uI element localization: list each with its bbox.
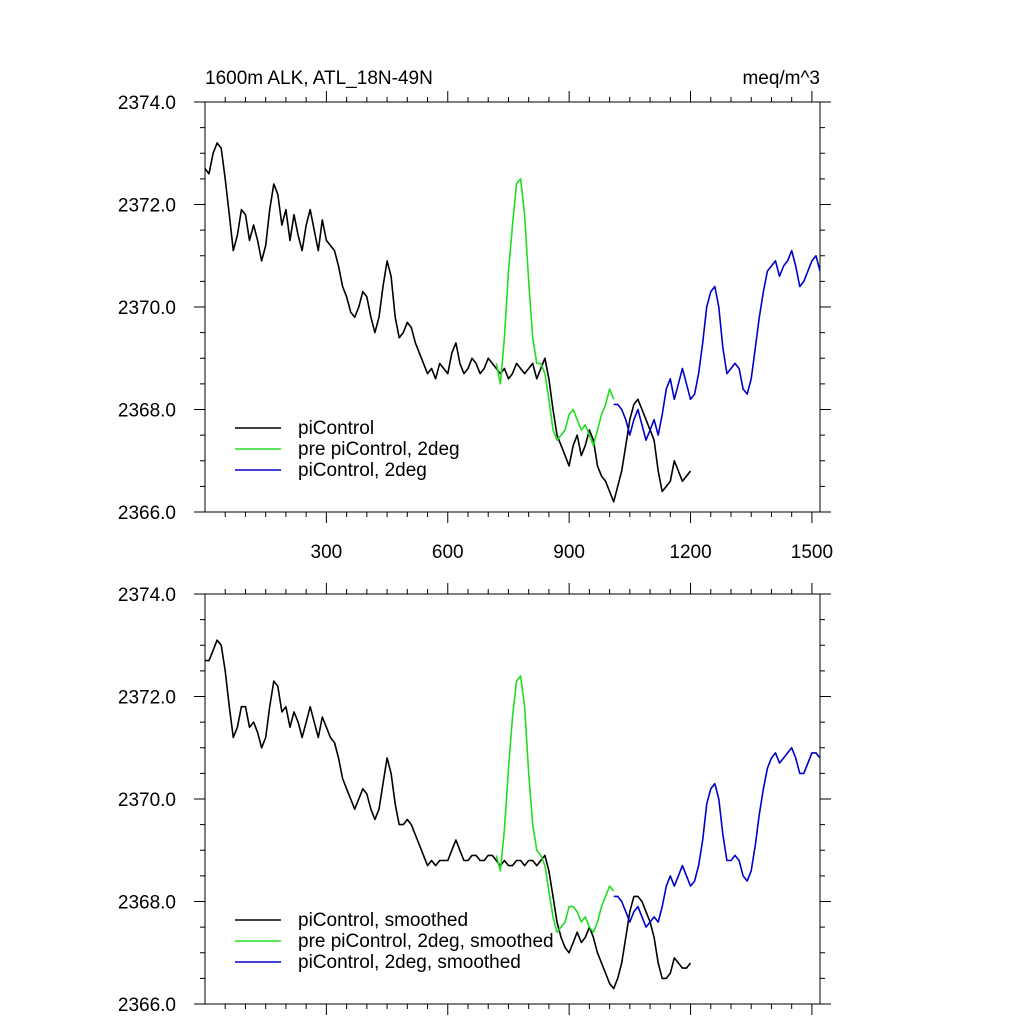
x-tick-label: 1200 xyxy=(669,542,711,563)
series-line-1 xyxy=(205,639,692,990)
series-line-2 xyxy=(495,675,615,933)
x-tick-label: 300 xyxy=(311,542,343,563)
legend-label: piControl, 2deg, smoothed xyxy=(298,952,521,973)
chart-panel-1: 300 600 900 1200 1500 2366.0 2368.0 2370.0 2372.… xyxy=(118,68,833,563)
x-tick-label: 900 xyxy=(553,542,585,563)
legend-label: piControl, smoothed xyxy=(298,910,468,931)
y-tick-label: 2370.0 xyxy=(118,790,176,811)
series-line-3 xyxy=(613,249,820,441)
series-line-1 xyxy=(205,142,692,503)
series-line-3 xyxy=(613,747,820,928)
series-line-2 xyxy=(495,178,615,447)
y-tick-label: 2368.0 xyxy=(118,893,176,914)
y-tick-label: 2372.0 xyxy=(118,196,176,217)
units-label: meq/m^3 xyxy=(742,68,820,89)
y-tick-label: 2368.0 xyxy=(118,401,176,422)
y-tick-label: 2374.0 xyxy=(118,93,176,114)
y-tick-label: 2370.0 xyxy=(118,298,176,319)
x-tick-label: 600 xyxy=(432,542,464,563)
legend-label: pre piControl, 2deg, smoothed xyxy=(298,931,554,952)
chart-title: 1600m ALK, ATL_18N-49N xyxy=(205,68,433,89)
y-tick-label: 2374.0 xyxy=(118,585,176,606)
y-tick-label: 2372.0 xyxy=(118,688,176,709)
legend-label: piControl xyxy=(298,418,374,439)
x-tick-label: 1500 xyxy=(791,542,833,563)
y-tick-label: 2366.0 xyxy=(118,995,176,1016)
legend-label: pre piControl, 2deg xyxy=(298,439,460,460)
legend-label: piControl, 2deg xyxy=(298,460,427,481)
chart-panel-2: 2366.0 2368.0 2370.0 2372.0 2374.0 piControl,… xyxy=(118,583,831,1016)
y-tick-label: 2366.0 xyxy=(118,503,176,524)
